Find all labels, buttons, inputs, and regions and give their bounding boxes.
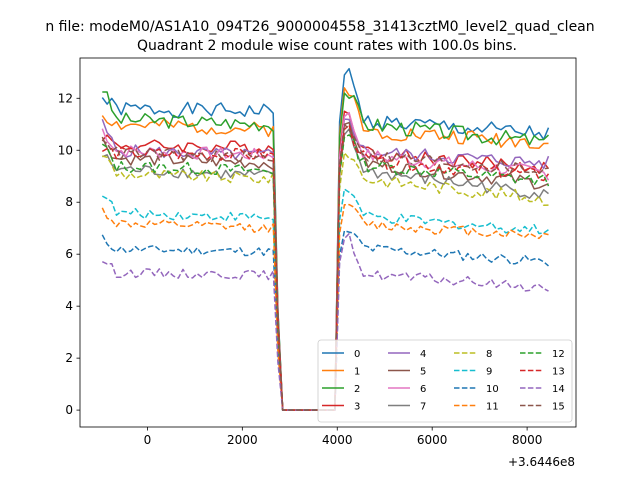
y-tick-label: 10 bbox=[58, 143, 73, 157]
y-tick-label: 12 bbox=[58, 91, 73, 105]
plot-area: 0 2000 4000 6000 800002468101201234567891011… bbox=[58, 57, 577, 447]
legend-label-12: 12 bbox=[552, 349, 565, 360]
chart-title: Quadrant 2 module wise count rates with … bbox=[137, 38, 517, 54]
legend-label-4: 4 bbox=[420, 349, 426, 360]
x-tick-label: 0 bbox=[144, 433, 152, 447]
legend-frame bbox=[317, 339, 573, 423]
legend-label-0: 0 bbox=[354, 349, 360, 360]
series-line-9 bbox=[101, 188, 549, 411]
figure-suptitle: n file: modeM0/AS1A10_094T26_9000004558_… bbox=[45, 19, 594, 35]
x-tick-label: 2000 bbox=[227, 433, 258, 447]
x-offset-label: +3.6446e8 bbox=[508, 455, 575, 469]
x-tick-label: 8000 bbox=[512, 433, 543, 447]
legend-label-9: 9 bbox=[486, 367, 492, 378]
legend-label-11: 11 bbox=[486, 402, 499, 413]
legend-label-8: 8 bbox=[486, 349, 492, 360]
legend-label-5: 5 bbox=[420, 367, 426, 378]
legend-label-3: 3 bbox=[354, 402, 360, 413]
legend-label-14: 14 bbox=[552, 384, 565, 395]
x-tick-label: 4000 bbox=[322, 433, 353, 447]
legend-label-1: 1 bbox=[354, 367, 360, 378]
y-tick-label: 2 bbox=[65, 351, 73, 365]
legend-label-15: 15 bbox=[552, 402, 565, 413]
legend-label-2: 2 bbox=[354, 384, 360, 395]
legend-label-6: 6 bbox=[420, 384, 426, 395]
series-line-14 bbox=[101, 232, 549, 411]
y-tick-label: 4 bbox=[65, 299, 73, 313]
y-tick-label: 8 bbox=[65, 195, 73, 209]
y-tick-label: 6 bbox=[65, 247, 73, 261]
series-line-12 bbox=[101, 134, 550, 411]
x-tick-label: 6000 bbox=[417, 433, 448, 447]
y-tick-label: 0 bbox=[65, 403, 73, 417]
legend-label-10: 10 bbox=[486, 384, 499, 395]
axes-frame bbox=[79, 57, 577, 428]
series-line-10 bbox=[101, 230, 549, 411]
legend-label-13: 13 bbox=[552, 367, 565, 378]
legend-label-7: 7 bbox=[420, 402, 426, 413]
